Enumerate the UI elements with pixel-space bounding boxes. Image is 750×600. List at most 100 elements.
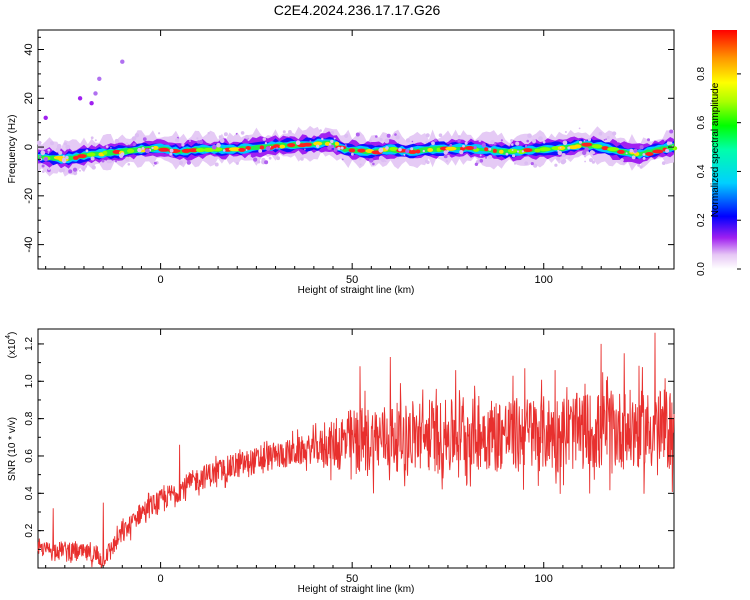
haze-speck (622, 162, 625, 165)
haze-speck (584, 147, 589, 152)
haze-speck (395, 135, 400, 140)
haze-speck (257, 160, 261, 164)
haze-speck (474, 162, 479, 166)
heat-spot (427, 148, 434, 152)
haze-speck (341, 158, 344, 161)
haze-speck (378, 147, 384, 153)
haze-speck (125, 156, 130, 162)
haze-speck (179, 160, 183, 165)
haze-speck (403, 153, 406, 156)
haze-speck (169, 152, 173, 156)
haze-speck (169, 148, 174, 153)
haze-speck (410, 147, 414, 151)
colorbar-tick-label: 0.0 (696, 262, 707, 276)
svg-text:(x104): (x104) (5, 332, 18, 359)
haze-speck (603, 139, 606, 141)
x-tick-label: 50 (346, 274, 358, 286)
haze-speck (223, 132, 228, 137)
haze-speck (287, 134, 290, 137)
haze-speck (643, 157, 646, 160)
haze-speck (473, 146, 477, 150)
haze-speck (485, 156, 487, 159)
haze-speck (42, 170, 45, 173)
haze-speck (295, 140, 301, 145)
colorbar-tick-label: 0.8 (696, 67, 707, 81)
haze-speck (579, 140, 582, 144)
haze-speck (40, 146, 44, 150)
heat-spot (188, 148, 199, 153)
snr-multiplier-exp: 4 (5, 335, 12, 339)
haze-speck (355, 132, 360, 137)
haze-speck (554, 163, 558, 167)
haze-speck (351, 152, 354, 156)
haze-speck (43, 156, 49, 162)
haze-speck (637, 163, 641, 167)
haze-speck (561, 153, 566, 158)
heat-spot (539, 147, 551, 152)
haze-speck (62, 155, 65, 158)
haze-speck (321, 137, 324, 141)
haze-speck (85, 149, 89, 153)
haze-speck (262, 137, 266, 141)
haze-speck (120, 152, 125, 157)
x-tick-label: 0 (158, 573, 164, 585)
haze-speck (132, 142, 136, 147)
haze-speck (530, 162, 534, 166)
haze-speck (258, 149, 263, 153)
heat-spot (86, 152, 96, 157)
haze-speck (207, 132, 210, 135)
haze-speck (142, 137, 147, 142)
haze-speck (567, 146, 571, 150)
x-tick-label: 0 (158, 274, 164, 286)
haze-speck (211, 144, 217, 150)
heat-spot (272, 144, 281, 149)
colorbar-label: Normalized spectral amplitude (710, 82, 721, 217)
haze-speck (152, 164, 155, 167)
haze-speck (47, 167, 51, 171)
haze-speck (443, 150, 448, 155)
haze-speck (559, 147, 562, 149)
snr-multiplier: (x104) (5, 332, 18, 359)
haze-speck (92, 143, 96, 147)
haze-speck (50, 141, 54, 146)
haze-speck (330, 139, 334, 144)
haze-speck (583, 140, 586, 142)
heat-spot (408, 149, 417, 154)
haze-speck (511, 143, 514, 146)
haze-speck (282, 130, 286, 134)
haze-speck (538, 136, 543, 141)
x-tick-label: 100 (535, 573, 553, 585)
haze-speck (535, 164, 537, 166)
haze-speck (358, 157, 362, 161)
haze-speck (531, 139, 537, 144)
haze-speck (269, 146, 272, 148)
haze-speck (261, 157, 266, 163)
y-tick-label: -40 (23, 237, 35, 253)
haze-speck (368, 158, 374, 163)
y-tick-label: 0.2 (24, 523, 35, 537)
haze-speck (665, 148, 670, 153)
haze-speck (81, 167, 86, 171)
haze-speck (431, 141, 435, 146)
haze-speck (669, 129, 674, 134)
heat-spot (573, 144, 582, 149)
haze-speck (330, 144, 335, 149)
haze-speck (198, 139, 204, 145)
haze-speck (134, 133, 140, 138)
haze-speck (62, 157, 66, 162)
heat-spot (195, 148, 205, 153)
haze-speck (561, 159, 567, 164)
haze-speck (153, 161, 157, 165)
haze-speck (188, 161, 191, 165)
heat-spot (617, 149, 625, 154)
haze-speck (36, 140, 42, 145)
heat-spot (259, 145, 265, 150)
heat-spot (389, 147, 398, 151)
haze-speck (449, 143, 453, 147)
haze-speck (222, 149, 226, 152)
haze-speck (438, 133, 443, 137)
haze-speck (47, 148, 51, 152)
heat-spot (348, 148, 356, 153)
haze-speck (564, 131, 567, 133)
heat-spot (228, 147, 241, 152)
